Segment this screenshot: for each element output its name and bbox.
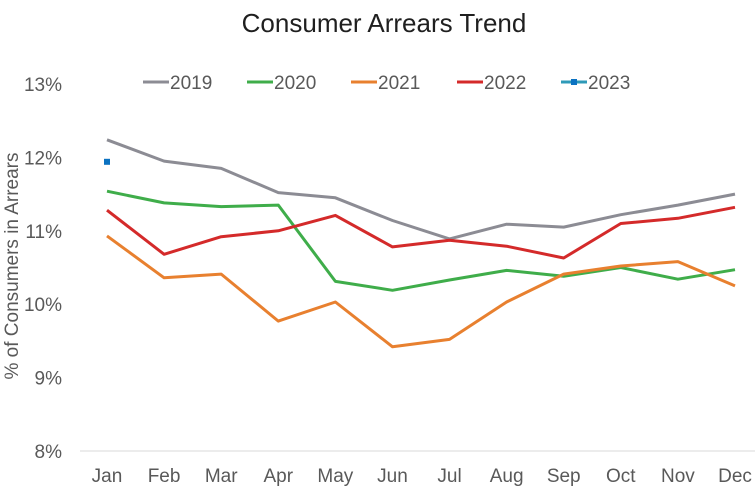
series-2021 (106, 234, 736, 349)
chart-title: Consumer Arrears Trend (242, 8, 527, 38)
legend-item-2021: 2021 (351, 73, 420, 94)
data-point-2023 (104, 158, 110, 165)
x-tick-label: Feb (148, 466, 181, 487)
legend-item-2022: 2022 (457, 73, 526, 94)
x-tick-label: Aug (490, 466, 524, 487)
series-line-2022 (106, 205, 736, 260)
x-tick-label: Apr (263, 466, 293, 487)
legend-label: 2020 (274, 73, 316, 94)
legend-item-2019: 2019 (143, 73, 212, 94)
y-tick-label: 9% (35, 369, 63, 390)
series-line-2019 (106, 138, 736, 241)
legend-label: 2021 (378, 73, 420, 94)
x-tick-label: Jan (92, 466, 123, 487)
legend: 2019 2020 2021 2022 2023 (143, 73, 630, 94)
legend-label: 2022 (484, 73, 526, 94)
legend-label: 2023 (588, 73, 630, 94)
x-tick-label: Oct (606, 466, 636, 487)
x-tick-label: May (317, 466, 353, 487)
x-tick-label: Sep (547, 466, 581, 487)
series-line-2020 (106, 189, 736, 292)
y-tick-label: 12% (24, 148, 62, 169)
x-tick-label: Dec (718, 466, 752, 487)
series-2019 (106, 138, 736, 241)
x-tick-label: Jun (377, 466, 408, 487)
series-2020 (106, 189, 736, 292)
x-tick-label: Mar (205, 466, 238, 487)
legend-marker (571, 79, 577, 85)
y-axis-label: % of Consumers in Arrears (2, 152, 23, 379)
x-axis-ticks: Jan Feb Mar Apr May Jun Jul Aug Sep Oct Nov Dec (92, 466, 752, 487)
legend-label: 2019 (170, 73, 212, 94)
y-tick-label: 10% (24, 295, 62, 316)
x-tick-label: Jul (437, 466, 461, 487)
legend-item-2020: 2020 (247, 73, 316, 94)
series-line-2021 (106, 234, 736, 349)
y-tick-label: 8% (35, 442, 63, 463)
y-tick-label: 11% (25, 222, 62, 243)
y-axis-ticks: 8% 9% 10% 11% 12% 13% (24, 75, 62, 463)
series-group (104, 138, 736, 349)
y-tick-label: 13% (24, 75, 62, 96)
x-tick-label: Nov (661, 466, 695, 487)
series-2022 (106, 205, 736, 260)
legend-item-2023: 2023 (561, 73, 630, 94)
series-2023 (104, 158, 110, 165)
